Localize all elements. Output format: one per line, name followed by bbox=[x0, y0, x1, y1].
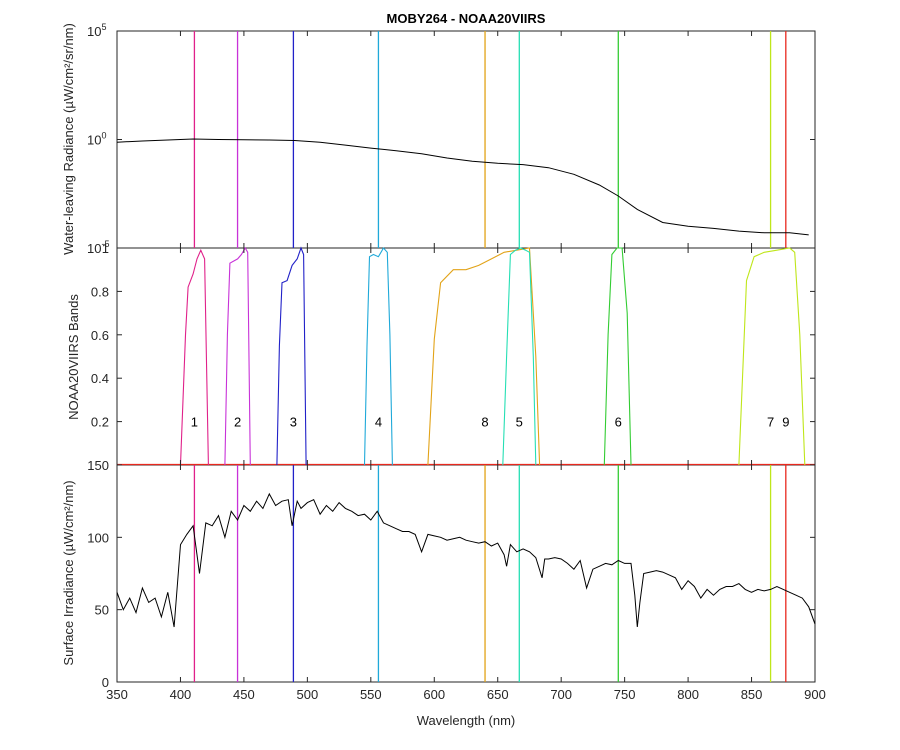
bottom-y-tick-label: 50 bbox=[95, 603, 109, 618]
band-2-label: 2 bbox=[234, 415, 241, 430]
band-5-label: 5 bbox=[516, 415, 523, 430]
x-tick-label: 450 bbox=[233, 687, 255, 702]
x-tick-label: 800 bbox=[677, 687, 699, 702]
x-tick-label: 500 bbox=[297, 687, 319, 702]
band-8-label: 8 bbox=[481, 415, 488, 430]
band-3-response-curve bbox=[276, 246, 307, 466]
x-tick-label: 850 bbox=[741, 687, 763, 702]
band-7-response-curve bbox=[738, 247, 806, 466]
band-6-label: 6 bbox=[615, 415, 622, 430]
chart-title: MOBY264 - NOAA20VIIRS bbox=[387, 11, 546, 26]
middle-y-tick-label: 0.2 bbox=[91, 415, 109, 430]
x-tick-label: 650 bbox=[487, 687, 509, 702]
x-tick-label: 750 bbox=[614, 687, 636, 702]
band-9-label: 9 bbox=[782, 415, 789, 430]
top-y-tick-exponent: -5 bbox=[101, 239, 109, 249]
band-4-label: 4 bbox=[375, 415, 382, 430]
bottom-y-axis-label: Surface Irradiance (µW/cm²/nm) bbox=[61, 480, 76, 665]
middle-y-tick-label: 1 bbox=[102, 241, 109, 256]
x-tick-label: 600 bbox=[423, 687, 445, 702]
band-3-label: 3 bbox=[290, 415, 297, 430]
x-tick-label: 350 bbox=[106, 687, 128, 702]
band-1-label: 1 bbox=[191, 415, 198, 430]
band-6-response-curve bbox=[603, 247, 632, 466]
middle-y-tick-label: 0.6 bbox=[91, 328, 109, 343]
band-5-response-curve bbox=[502, 247, 537, 466]
band-4-response-curve bbox=[363, 247, 393, 466]
band-center-lines bbox=[193, 31, 787, 682]
middle-y-tick-label: 0.4 bbox=[91, 371, 109, 386]
surface-irradiance-line bbox=[116, 492, 816, 628]
band-1-response-curve bbox=[179, 248, 209, 466]
band-2-response-curve bbox=[224, 246, 251, 466]
x-axis-label: Wavelength (nm) bbox=[417, 713, 516, 728]
middle-y-tick-label: 0.8 bbox=[91, 284, 109, 299]
top-y-axis-label: Water-leaving Radiance (µW/cm²/sr/nm) bbox=[61, 23, 76, 255]
top-y-tick-exponent: 0 bbox=[101, 131, 106, 141]
middle-y-axis-label: NOAA20VIIRS Bands bbox=[66, 294, 81, 420]
band-7-label: 7 bbox=[767, 415, 774, 430]
bottom-series-group bbox=[116, 492, 816, 628]
x-ticks-group: 350 400 450 500 550 600 650 700 750 800 850 900 bbox=[106, 31, 826, 702]
x-tick-label: 900 bbox=[804, 687, 826, 702]
bottom-y-tick-label: 100 bbox=[87, 530, 109, 545]
bottom-y-tick-label: 150 bbox=[87, 458, 109, 473]
middle-series-group bbox=[117, 246, 815, 466]
x-tick-label: 700 bbox=[550, 687, 572, 702]
x-tick-label: 400 bbox=[170, 687, 192, 702]
water-leaving-radiance-line bbox=[116, 138, 809, 236]
top-series-group bbox=[116, 138, 809, 236]
bottom-y-tick-label: 0 bbox=[102, 675, 109, 690]
top-y-tick-exponent: 5 bbox=[101, 22, 106, 32]
x-tick-label: 550 bbox=[360, 687, 382, 702]
